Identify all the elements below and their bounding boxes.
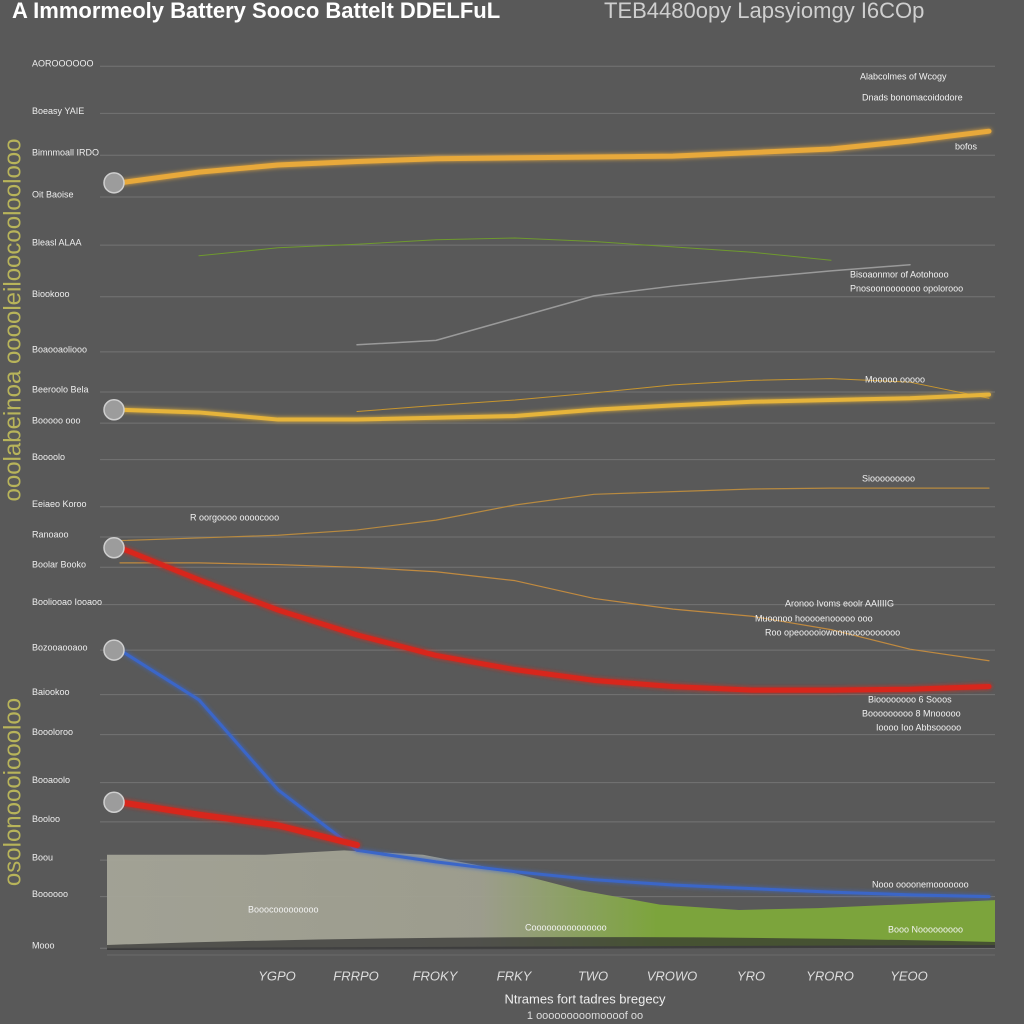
y-tick-label: Mooo [32,941,55,951]
annotation: R oorgoooo oooocooo [190,512,279,522]
x-axis-title: Ntrames fort tadres bregecy [504,991,666,1006]
line [117,128,992,186]
x-tick-label: VROWO [647,968,698,983]
annotation: Siooooooooo [862,473,915,483]
line-start-dot [103,791,125,814]
annotation: Nooo oooonemooooooo [872,879,969,889]
x-axis-subtitle: 1 ooooooooomoooof oo [527,1010,643,1022]
side-label: ooolabeinoa ooooleiloocooloolooo [0,139,26,502]
annotation: Aronoo Ivoms eoolr AAIIIIG [785,598,894,608]
annotation: Booo Nooooooooo [888,924,963,934]
line-start-dot [103,536,125,559]
annotation: Booocooooooooo [248,904,319,914]
line [198,237,832,261]
line-start-dot [103,639,125,661]
y-tick-label: Ranoaoo [32,529,69,539]
annotation: bofos [955,141,978,151]
y-tick-label: Booaoolo [32,775,70,785]
x-tick-label: TWO [578,968,608,983]
x-tick-label: FROKY [413,968,459,983]
y-tick-label: Oit Baoise [32,189,74,199]
line [119,562,990,662]
line [356,378,990,413]
y-tick-label: Boooooo [32,889,68,899]
y-tick-label: Biookooo [32,289,70,299]
annotation: Bisoaonmor of Aotohooo [850,269,949,279]
annotation: Ioooo Ioo Abbsooooo [876,722,961,732]
y-tick-label: Bleasl ALAA [32,237,82,247]
y-tick-label: Boooolo [32,452,65,462]
y-tick-label: Beeroolo Bela [32,384,89,394]
y-tick-label: Boooloroo [32,727,73,737]
y-tick-label: Boou [32,852,53,862]
annotation: Muoonoo hooooenooooo ooo [755,613,873,623]
x-tick-label: YRORO [806,968,854,983]
y-tick-label: Boolar Booko [32,560,86,570]
y-tick-label: Boaooaoliooo [32,344,87,354]
y-tick-label: AOROOOOOO [32,59,94,69]
x-tick-label: YEOO [890,968,928,983]
area [107,850,995,948]
line-start-dot [103,172,125,194]
annotation: Alabcolmes of Wcogy [860,71,947,81]
y-tick-label: Baiookoo [32,687,70,697]
y-tick-label: Booliooao Iooaoo [32,597,102,607]
y-tick-label: Bozooaooaoo [32,642,88,652]
side-label: osolonoooioooloo [0,698,26,886]
annotation: Mooooo ooooo [865,374,925,384]
chart-title: A Immormeoly Battery Sooco Battelt DDELF… [12,0,500,23]
line [118,648,991,899]
annotation: Roo opeooooiowoomoooooooooo [765,627,900,637]
x-tick-label: YGPO [258,968,296,983]
chart-subtitle: TEB4480opy Lapsyiomgy I6COp [604,0,924,23]
annotation: Cooooooooooooooo [525,922,607,932]
annotation: Dnads bonomacoidodore [862,92,963,102]
y-tick-label: Booooo ooo [32,415,81,425]
y-tick-label: Bimnmoall IRDO [32,148,99,158]
line-start-dot [103,399,125,421]
y-tick-label: Eeiaeo Koroo [32,499,87,509]
y-tick-label: Boeasy YAIE [32,106,84,116]
x-tick-label: FRRPO [333,968,379,983]
line [118,392,991,422]
x-tick-label: YRO [737,968,765,983]
line [117,545,992,693]
annotation: Pnosoonooooooo opolorooo [850,283,963,293]
x-tick-label: FRKY [497,968,533,983]
line [119,487,990,542]
line [356,263,911,346]
line [117,799,360,848]
y-tick-label: Booloo [32,814,60,824]
area-shadow [107,937,995,950]
annotation: Bioooooooo 6 Sooos [868,694,952,704]
annotation: Booooooooo 8 Mnooooo [862,708,961,718]
